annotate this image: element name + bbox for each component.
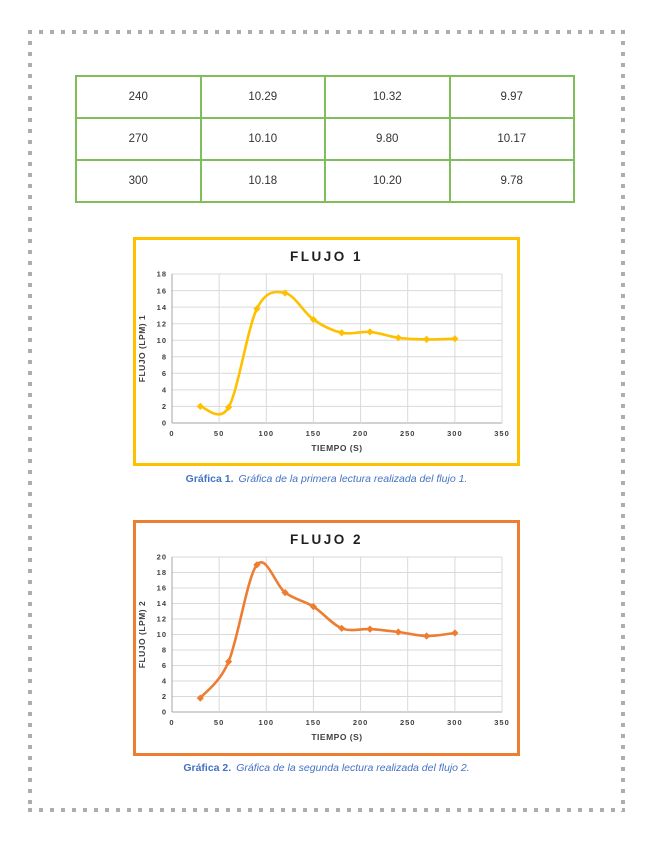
y-axis-title: FLUJO (LPM) 2 — [137, 601, 147, 668]
x-tick-label: 250 — [400, 718, 416, 727]
y-tick-label: 16 — [157, 584, 167, 593]
x-tick-label: 0 — [169, 718, 174, 727]
data-marker — [451, 335, 459, 343]
y-tick-label: 8 — [162, 353, 167, 362]
y-tick-label: 0 — [162, 708, 167, 717]
y-tick-label: 20 — [157, 553, 167, 562]
y-tick-label: 4 — [162, 677, 167, 686]
data-marker — [366, 625, 374, 633]
y-tick-label: 16 — [157, 286, 167, 295]
y-tick-label: 18 — [157, 568, 167, 577]
table-cell: 270 — [75, 117, 202, 161]
x-tick-label: 200 — [353, 429, 369, 438]
caption-2-text: Gráfica de la segunda lectura realizada … — [236, 762, 470, 774]
caption-2-label: Gráfica 2. — [183, 762, 232, 774]
y-tick-label: 6 — [162, 661, 167, 670]
data-marker — [451, 629, 459, 637]
y-tick-label: 14 — [157, 599, 167, 608]
y-tick-label: 2 — [162, 692, 167, 701]
x-tick-label: 0 — [169, 429, 174, 438]
x-axis-title: TIEMPO (S) — [311, 732, 362, 742]
x-tick-label: 350 — [494, 429, 510, 438]
table-cell: 10.32 — [324, 75, 451, 119]
chart-1-plot: 0 2 4 6 8 10 12 14 16 18 0 50 100 150 200 250 300 350 TIEM… — [137, 270, 510, 453]
x-tick-label: 300 — [447, 718, 463, 727]
data-line — [199, 561, 457, 700]
x-tick-label: 350 — [494, 718, 510, 727]
y-tick-label: 18 — [157, 270, 167, 279]
data-table: 240 10.29 10.32 9.97 270 10.10 9.80 10.1… — [75, 75, 575, 203]
x-tick-label: 150 — [306, 429, 322, 438]
y-tick-label: 8 — [162, 646, 167, 655]
table-cell: 10.29 — [199, 75, 326, 119]
y-tick-label: 2 — [162, 402, 167, 411]
y-axis-title: FLUJO (LPM) 1 — [137, 315, 147, 382]
x-tick-label: 300 — [447, 429, 463, 438]
data-marker — [225, 403, 233, 411]
y-tick-label: 4 — [162, 386, 167, 395]
caption-1-label: Gráfica 1. — [185, 473, 234, 485]
x-axis-title: TIEMPO (S) — [311, 443, 362, 453]
data-marker — [196, 402, 204, 410]
table-cell: 10.17 — [448, 117, 575, 161]
y-tick-label: 14 — [157, 303, 167, 312]
data-marker — [394, 628, 402, 636]
y-tick-label: 12 — [157, 319, 167, 328]
x-tick-label: 100 — [259, 718, 275, 727]
data-line — [199, 290, 457, 416]
table-row: 240 10.29 10.32 9.97 — [75, 75, 575, 119]
chart-2-title: FLUJO 2 — [289, 532, 363, 547]
table-cell: 300 — [75, 159, 202, 203]
y-tick-label: 6 — [162, 369, 167, 378]
x-tick-label: 100 — [259, 429, 275, 438]
table-cell: 10.18 — [199, 159, 326, 203]
table-cell: 9.78 — [448, 159, 575, 203]
x-tick-label: 200 — [353, 718, 369, 727]
x-tick-label: 50 — [214, 718, 224, 727]
caption-1: Gráfica 1. Gráfica de la primera lectura … — [133, 473, 520, 485]
table-cell: 10.10 — [199, 117, 326, 161]
data-marker — [366, 328, 374, 336]
data-marker — [423, 335, 431, 343]
data-marker — [281, 289, 289, 297]
table-row: 270 10.10 9.80 10.17 — [75, 117, 575, 161]
table-cell: 9.80 — [324, 117, 451, 161]
table-cell: 9.97 — [448, 75, 575, 119]
chart-flujo-2: FLUJO 2 0 2 4 6 8 10 12 14 16 18 20 0 50 100 150 200 250… — [133, 520, 520, 756]
y-tick-label: 12 — [157, 615, 167, 624]
y-tick-label: 0 — [162, 419, 167, 428]
table-row: 300 10.18 10.20 9.78 — [75, 159, 575, 203]
y-tick-label: 10 — [157, 336, 167, 345]
caption-2: Gráfica 2. Gráfica de la segunda lectura … — [133, 762, 520, 774]
table-cell: 10.20 — [324, 159, 451, 203]
data-marker — [338, 329, 346, 337]
x-tick-label: 150 — [306, 718, 322, 727]
x-tick-label: 250 — [400, 429, 416, 438]
data-marker — [423, 632, 431, 640]
chart-flujo-1: FLUJO 1 0 2 4 6 8 10 12 14 16 18 0 50 100 150 200 250 30… — [133, 237, 520, 466]
chart-1-title: FLUJO 1 — [289, 249, 363, 264]
y-tick-label: 10 — [157, 630, 167, 639]
x-tick-label: 50 — [214, 429, 224, 438]
caption-1-text: Gráfica de la primera lectura realizada … — [238, 473, 468, 485]
data-marker — [309, 315, 317, 324]
table-cell: 240 — [75, 75, 202, 119]
